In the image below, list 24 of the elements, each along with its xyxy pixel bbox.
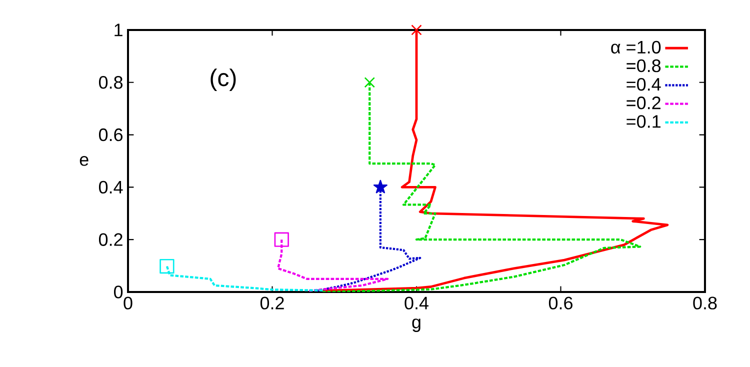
- x-tick-label: 0.2: [260, 296, 284, 310]
- y-tick-label: 0.2: [98, 233, 122, 246]
- point: [411, 24, 422, 36]
- annotation: (c): [210, 68, 236, 91]
- legend-label: =0.8: [626, 59, 661, 72]
- point: [373, 180, 388, 194]
- x-tick-label: 0: [124, 296, 132, 310]
- legend-label: =0.2: [626, 96, 660, 110]
- x-tick-label: 0.4: [404, 296, 428, 310]
- legend-label: α =1.0: [611, 40, 661, 54]
- x-tick-label: 0.6: [548, 296, 572, 310]
- point: [364, 77, 375, 88]
- point: [160, 258, 174, 274]
- x-axis-title: g: [412, 318, 420, 332]
- x-tick-label: 0.8: [693, 296, 717, 310]
- y-tick-label: 0.8: [98, 76, 123, 89]
- legend-label: =0.1: [626, 115, 660, 128]
- legend-label: =0.4: [626, 78, 661, 91]
- y-axis-title: e: [80, 156, 88, 166]
- y-tick-label: 0.6: [98, 128, 123, 142]
- y-tick-label: 0: [114, 286, 123, 298]
- y-tick-label: 0.4: [98, 180, 123, 194]
- point: [274, 232, 289, 247]
- y-tick-label: 1: [114, 24, 122, 36]
